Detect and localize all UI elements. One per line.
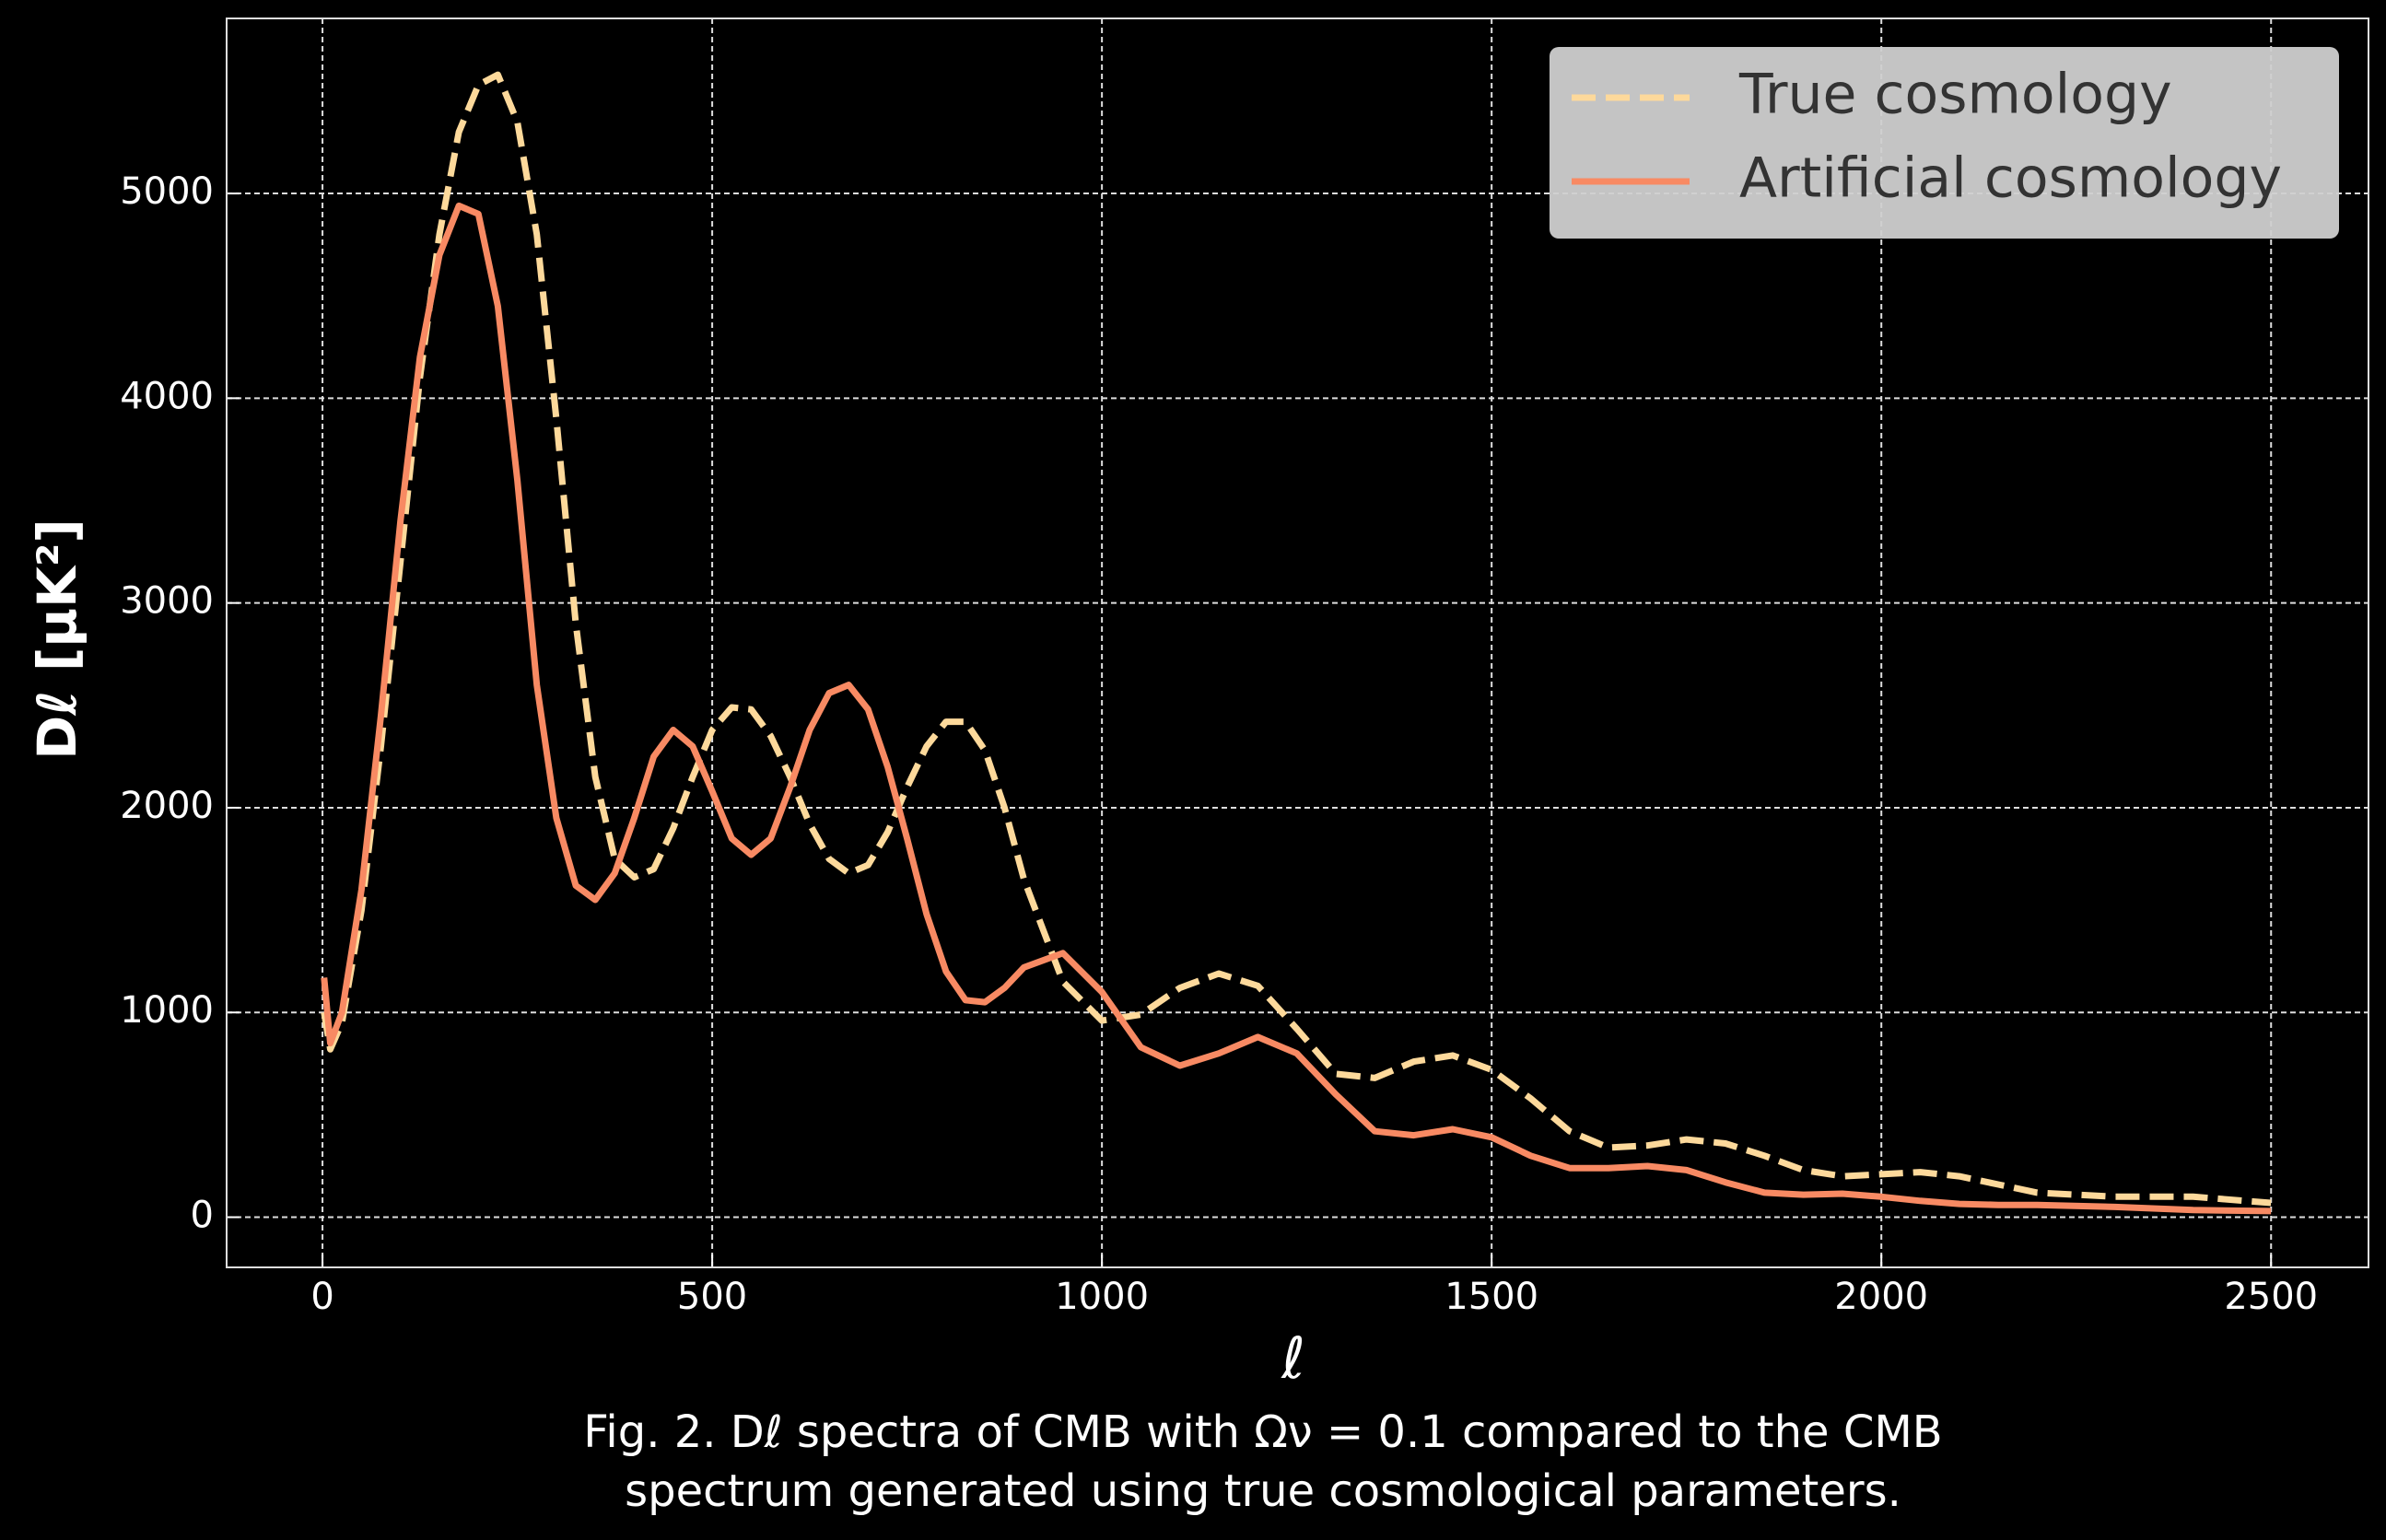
x-tick-label: 500 — [677, 1276, 747, 1318]
x-tick-label: 1000 — [1055, 1276, 1149, 1318]
y-tick-label: 4000 — [120, 375, 214, 417]
series-line — [321, 71, 2272, 1207]
y-tick-label: 2000 — [120, 785, 214, 827]
y-tick-label: 5000 — [120, 170, 214, 213]
y-tick-label: 0 — [191, 1195, 214, 1237]
plot-frame — [226, 18, 2369, 1268]
caption: spectrum generated using true cosmologic… — [625, 1465, 1901, 1517]
series-line — [321, 202, 2272, 1215]
legend-box — [1550, 47, 2339, 239]
legend-label: Artificial cosmology — [1739, 146, 2282, 211]
legend-label: True cosmology — [1738, 63, 2172, 127]
x-tick-label: 0 — [310, 1276, 333, 1318]
caption: Fig. 2. Dℓ spectra of CMB with Ων = 0.1 … — [583, 1406, 1942, 1458]
y-tick-label: 1000 — [120, 989, 214, 1032]
x-axis-label: ℓ — [1281, 1324, 1305, 1392]
y-axis-label: Dℓ [μK²] — [26, 519, 88, 760]
x-tick-label: 2000 — [1834, 1276, 1928, 1318]
x-tick-label: 1500 — [1444, 1276, 1538, 1318]
x-tick-label: 2500 — [2224, 1276, 2318, 1318]
y-tick-label: 3000 — [120, 580, 214, 623]
